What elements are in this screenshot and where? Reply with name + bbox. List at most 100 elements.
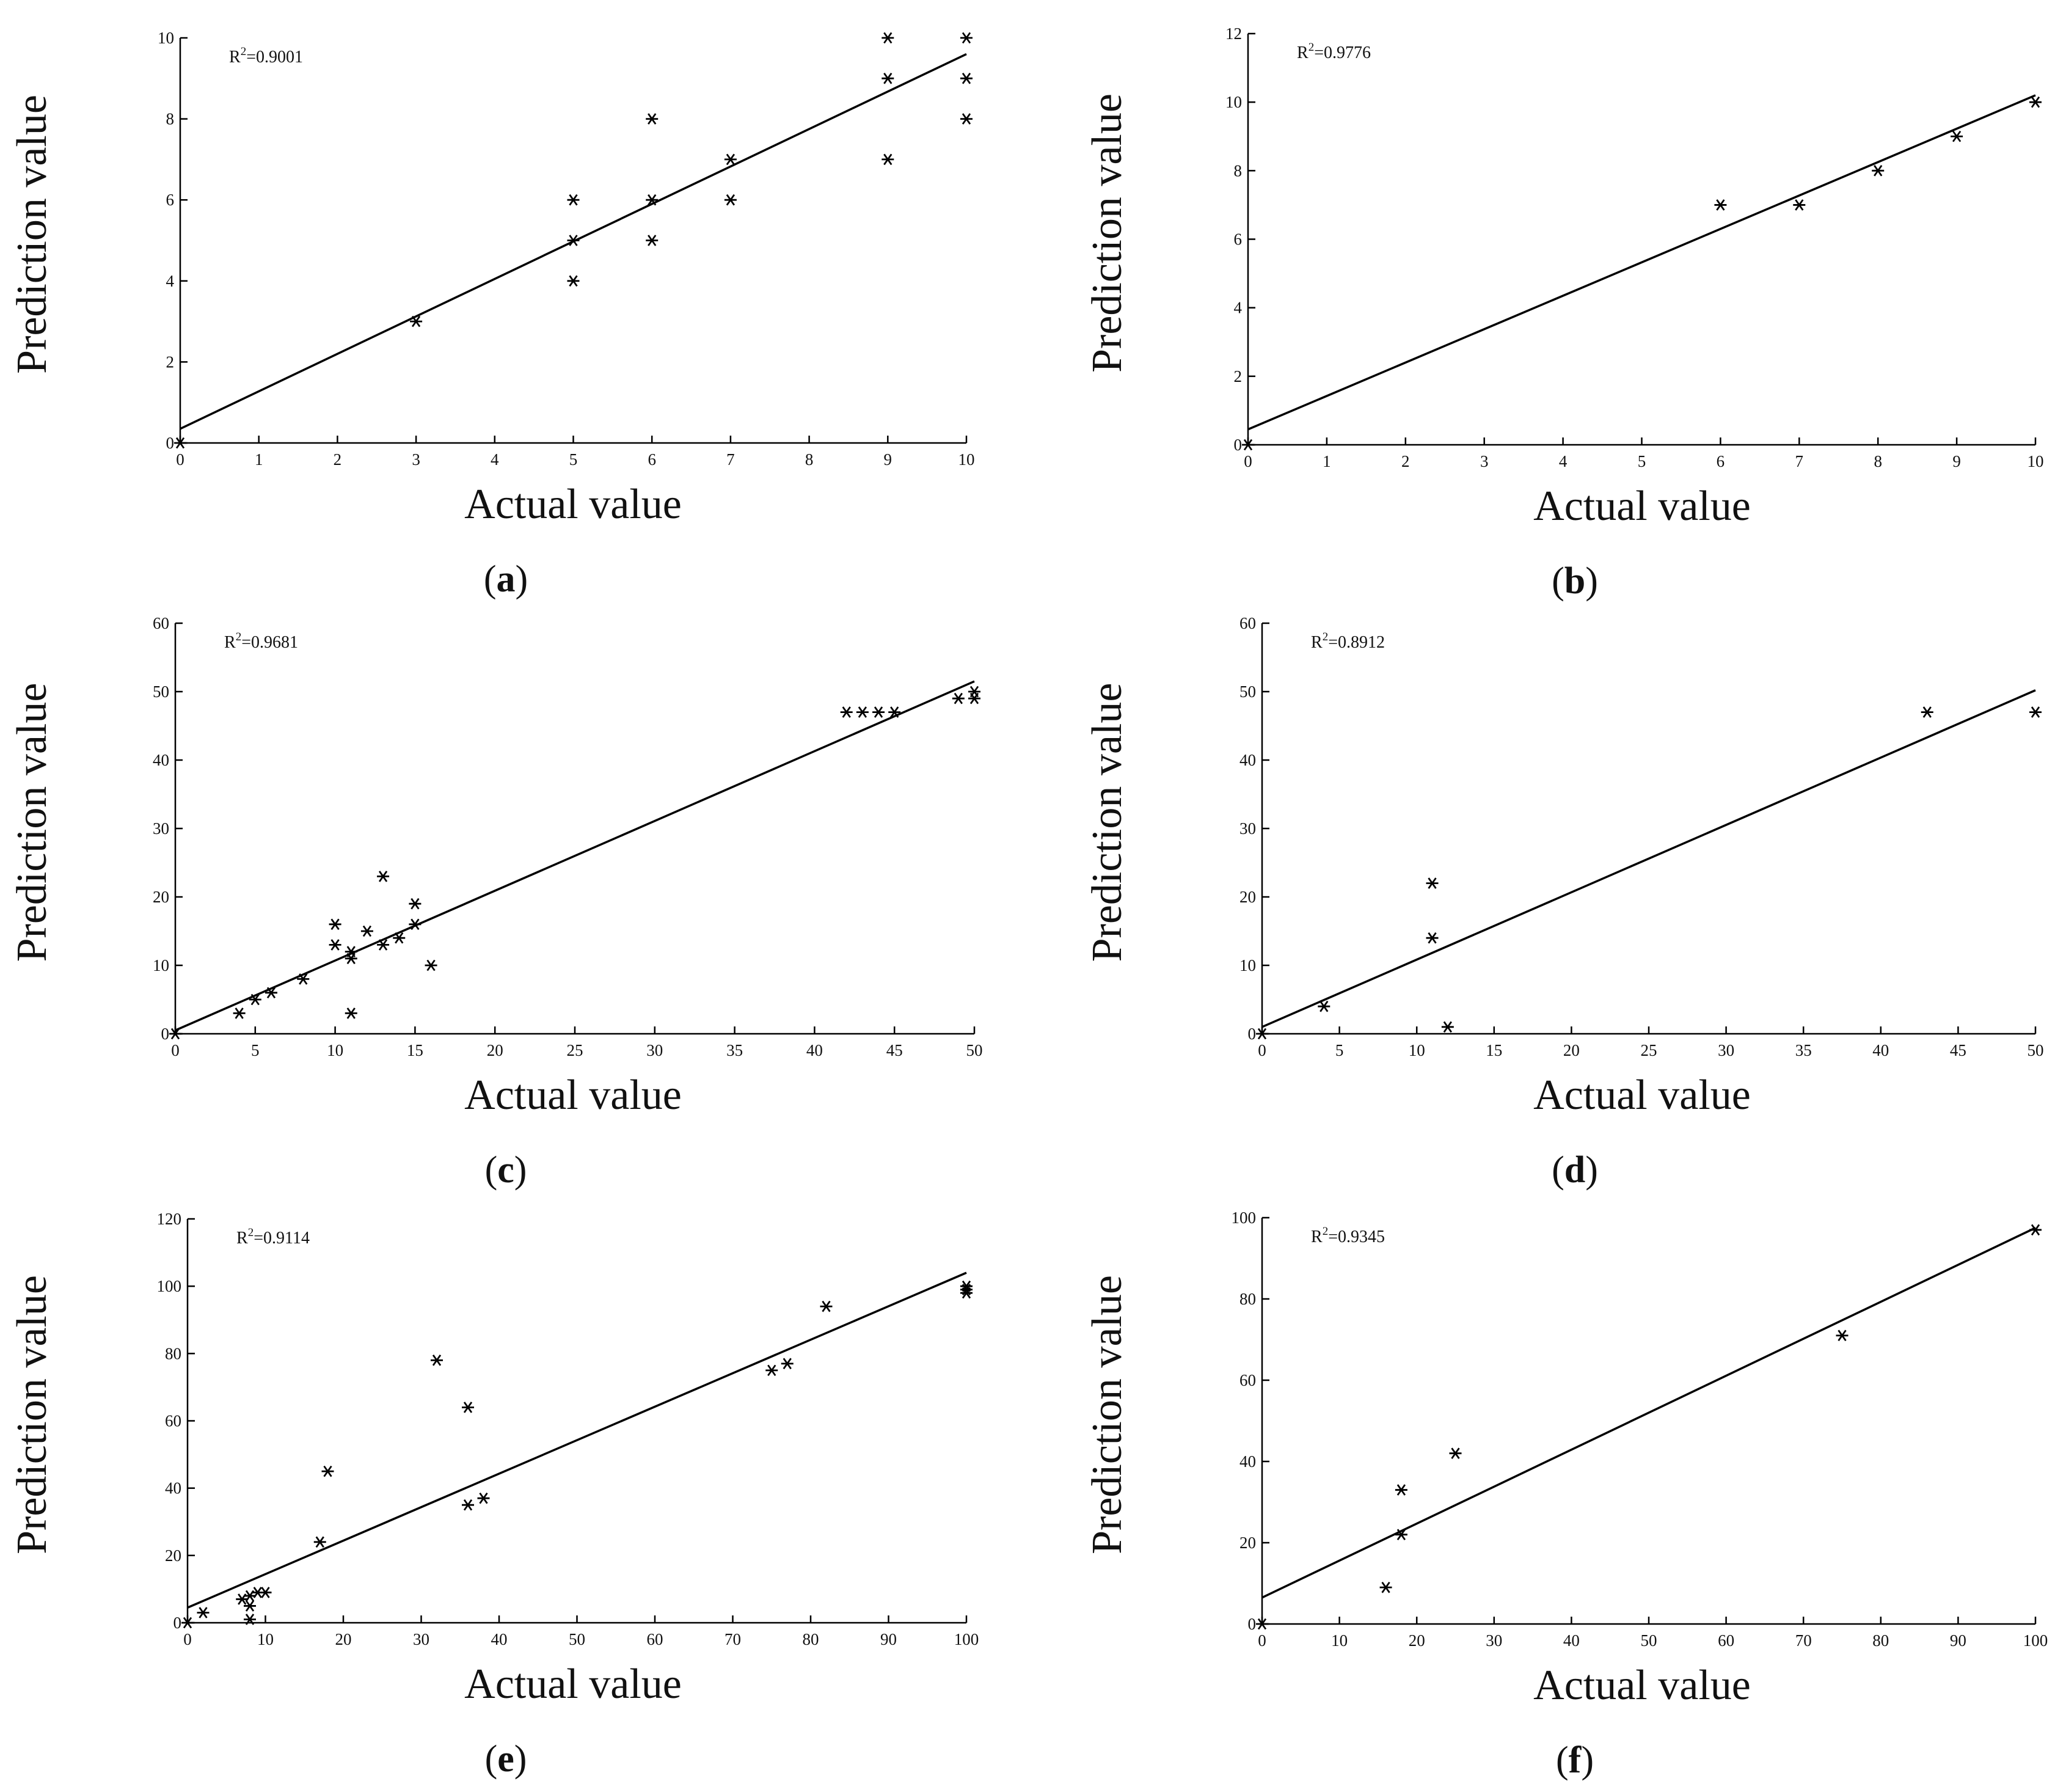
data-point xyxy=(313,1536,326,1548)
data-point xyxy=(1951,130,1963,142)
y-tick-label: 4 xyxy=(1234,299,1243,317)
x-tick-label: 6 xyxy=(648,450,656,469)
x-tick-label: 80 xyxy=(1872,1631,1889,1650)
data-point xyxy=(1395,1484,1407,1496)
data-point xyxy=(724,153,737,166)
data-point xyxy=(233,1008,246,1019)
data-point xyxy=(882,32,894,44)
data-point xyxy=(882,153,894,166)
chart-panel-d: 0 5 10 15 20 25 30 35 40 45 50 0 10 20 30 40 50 60 R2=0.89… xyxy=(1084,614,2044,1191)
y-tick-label: 0 xyxy=(1248,1025,1257,1043)
data-point xyxy=(360,925,373,937)
y-axis-title: Prediction value xyxy=(9,1275,56,1554)
data-point xyxy=(1872,165,1885,177)
data-point xyxy=(265,987,277,999)
data-point xyxy=(249,993,261,1006)
data-point xyxy=(765,1364,778,1377)
x-tick-label: 25 xyxy=(1641,1041,1657,1059)
y-tick-label: 60 xyxy=(1239,614,1256,632)
data-point xyxy=(345,946,357,957)
y-axis-title: Prediction value xyxy=(1084,683,1131,962)
data-point xyxy=(2029,96,2042,108)
data-point xyxy=(1256,1618,1268,1630)
x-tick-label: 100 xyxy=(954,1630,979,1648)
x-tick-label: 2 xyxy=(334,450,342,469)
data-point xyxy=(410,315,423,327)
data-point xyxy=(724,194,737,206)
data-point xyxy=(345,1008,357,1019)
y-tick-label: 4 xyxy=(166,272,175,290)
chart-panel-e: 0 10 20 30 40 50 60 70 80 90 100 0 20 40 60 80 100 120 R2=… xyxy=(9,1210,979,1780)
x-tick-label: 2 xyxy=(1401,452,1410,470)
chart-panel-f: 0 10 20 30 40 50 60 70 80 90 100 0 20 40 60 80 100 R2=0.9… xyxy=(1084,1209,2048,1781)
y-tick-label: 6 xyxy=(1234,230,1243,249)
data-point xyxy=(1449,1447,1462,1460)
x-tick-label: 70 xyxy=(1795,1631,1812,1650)
data-point xyxy=(960,1280,973,1292)
data-point xyxy=(1318,1000,1330,1012)
y-tick-label: 40 xyxy=(1239,751,1256,769)
panel-label: (c) xyxy=(485,1149,527,1191)
r2-annotation: R2=0.9681 xyxy=(224,631,298,652)
data-point xyxy=(2029,706,2042,718)
x-tick-label: 10 xyxy=(327,1041,343,1059)
x-tick-label: 100 xyxy=(2023,1631,2048,1650)
x-tick-label: 8 xyxy=(805,450,814,469)
y-tick-label: 40 xyxy=(1239,1452,1256,1471)
data-point xyxy=(181,1617,194,1629)
data-point xyxy=(1426,877,1439,889)
r2-annotation: R2=0.9345 xyxy=(1311,1225,1385,1246)
data-point xyxy=(244,1600,256,1612)
x-tick-label: 90 xyxy=(880,1630,897,1648)
y-tick-label: 60 xyxy=(153,614,169,632)
y-tick-label: 10 xyxy=(153,956,169,975)
x-tick-label: 5 xyxy=(569,450,578,469)
y-tick-label: 10 xyxy=(1239,956,1256,975)
y-tick-label: 30 xyxy=(1239,819,1256,838)
data-point xyxy=(567,235,580,246)
fit-line xyxy=(1261,1227,2036,1599)
y-tick-label: 0 xyxy=(1248,1615,1257,1633)
data-point xyxy=(646,194,659,206)
data-point xyxy=(174,437,186,449)
x-tick-label: 10 xyxy=(958,450,975,469)
y-tick-label: 120 xyxy=(157,1210,182,1228)
x-axis-title: Actual value xyxy=(464,1661,682,1708)
data-point xyxy=(431,1355,443,1366)
data-point xyxy=(1714,199,1727,211)
y-tick-label: 6 xyxy=(166,191,175,209)
x-tick-label: 7 xyxy=(1795,452,1804,470)
x-tick-label: 10 xyxy=(1409,1041,1425,1059)
x-tick-label: 7 xyxy=(726,450,735,469)
panel-label: (b) xyxy=(1552,560,1598,602)
y-tick-label: 20 xyxy=(165,1546,181,1565)
r2-annotation: R2=0.9776 xyxy=(1297,41,1371,62)
x-tick-label: 3 xyxy=(412,450,420,469)
fit-line xyxy=(1261,689,2036,1028)
x-tick-label: 0 xyxy=(171,1041,180,1059)
x-tick-label: 90 xyxy=(1950,1631,1966,1650)
r2-annotation: R2=0.9114 xyxy=(236,1226,310,1248)
x-tick-label: 10 xyxy=(2028,452,2044,470)
data-point xyxy=(1836,1329,1849,1342)
y-tick-label: 100 xyxy=(157,1277,182,1295)
x-tick-label: 50 xyxy=(966,1041,983,1059)
data-point xyxy=(840,706,853,718)
data-point xyxy=(197,1607,210,1618)
y-tick-label: 50 xyxy=(153,682,169,701)
y-tick-label: 60 xyxy=(165,1412,181,1430)
x-tick-label: 60 xyxy=(1718,1631,1734,1650)
x-tick-label: 5 xyxy=(1638,452,1646,470)
r2-annotation: R2=0.9001 xyxy=(229,45,303,67)
x-tick-label: 30 xyxy=(646,1041,663,1059)
y-tick-label: 0 xyxy=(161,1025,170,1043)
x-tick-label: 40 xyxy=(1563,1631,1580,1650)
data-point xyxy=(329,918,341,931)
y-axis-title: Prediction value xyxy=(1084,93,1131,373)
data-point xyxy=(393,932,406,944)
x-tick-label: 3 xyxy=(1480,452,1489,470)
fit-line xyxy=(187,1271,967,1609)
data-point xyxy=(968,686,980,698)
